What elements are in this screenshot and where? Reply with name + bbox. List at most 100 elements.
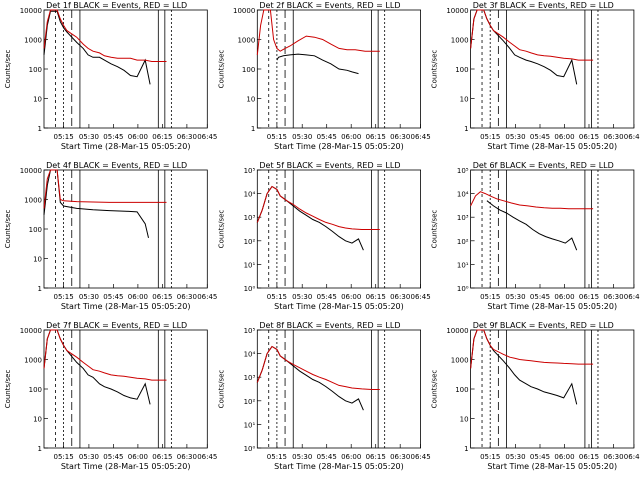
events-series-line: [43, 169, 149, 239]
y-axis-label: Counts/sec: [4, 370, 12, 409]
y-tick-label: 100: [29, 386, 42, 394]
x-tick-label: 06:00: [341, 453, 361, 461]
y-tick-label: 10¹: [244, 261, 256, 269]
y-tick-label: 10⁰: [244, 285, 256, 293]
y-tick-label: 10²: [244, 238, 256, 246]
y-tick-label: 10²: [457, 238, 469, 246]
lld-series-line: [256, 9, 380, 55]
x-axis-label: Start Time (28-Mar-15 05:05:20): [61, 302, 191, 311]
x-tick-label: 06:45: [624, 133, 640, 141]
lld-series-line: [43, 169, 167, 209]
x-tick-label: 06:45: [624, 293, 640, 301]
y-tick-label: 1000: [24, 37, 42, 45]
x-tick-label: 05:15: [267, 453, 287, 461]
x-tick-label: 06:45: [624, 453, 640, 461]
chart-title: Det 9f BLACK = Events, RED = LLD: [473, 321, 614, 330]
y-tick-label: 1000: [451, 357, 469, 365]
events-series-line: [470, 329, 578, 405]
x-tick-label: 05:15: [267, 133, 287, 141]
y-tick-label: 1: [464, 445, 468, 453]
y-tick-label: 100: [242, 66, 255, 74]
y-axis-label: Counts/sec: [4, 50, 12, 89]
y-tick-label: 10000: [20, 7, 42, 15]
x-tick-label: 06:00: [341, 133, 361, 141]
plot-frame: [43, 169, 208, 289]
lld-series-line: [43, 329, 167, 381]
x-tick-label: 06:30: [603, 453, 623, 461]
x-tick-label: 05:30: [79, 293, 99, 301]
x-tick-label: 06:30: [603, 133, 623, 141]
chart-title: Det 5f BLACK = Events, RED = LLD: [259, 161, 400, 170]
events-series-line: [276, 53, 359, 75]
events-series-line: [43, 329, 151, 405]
x-tick-label: 05:30: [79, 453, 99, 461]
x-tick-label: 06:00: [128, 453, 148, 461]
events-series-line: [256, 345, 364, 411]
x-tick-label: 06:00: [554, 453, 574, 461]
y-tick-label: 1000: [237, 37, 255, 45]
y-tick-label: 10: [460, 96, 469, 104]
x-tick-label: 06:30: [177, 133, 197, 141]
chart-title: Det 1f BLACK = Events, RED = LLD: [46, 1, 187, 10]
x-tick-label: 06:00: [341, 293, 361, 301]
x-tick-label: 05:30: [79, 133, 99, 141]
x-tick-label: 06:15: [152, 293, 172, 301]
chart-title: Det 4f BLACK = Events, RED = LLD: [46, 161, 187, 170]
events-series-line: [43, 10, 151, 85]
y-tick-label: 100: [29, 226, 42, 234]
y-tick-label: 1: [38, 285, 42, 293]
y-tick-label: 10: [33, 256, 42, 264]
chart-title: Det 3f BLACK = Events, RED = LLD: [473, 1, 614, 10]
x-tick-label: 06:15: [152, 133, 172, 141]
y-axis-label: Counts/sec: [431, 50, 439, 89]
plot-frame: [43, 329, 208, 449]
x-tick-label: 06:15: [579, 453, 599, 461]
x-tick-label: 06:45: [411, 453, 431, 461]
x-axis-label: Start Time (28-Mar-15 05:05:20): [274, 302, 404, 311]
x-tick-label: 05:15: [54, 133, 74, 141]
x-tick-label: 05:15: [54, 453, 74, 461]
x-tick-label: 06:15: [152, 453, 172, 461]
lld-series-line: [256, 185, 380, 230]
x-tick-label: 06:15: [366, 453, 386, 461]
y-tick-label: 10³: [244, 214, 256, 222]
plot-frame: [470, 329, 635, 449]
y-tick-label: 10: [246, 96, 255, 104]
x-tick-label: 05:15: [267, 293, 287, 301]
lld-series-line: [470, 9, 594, 61]
chart-title: Det 8f BLACK = Events, RED = LLD: [259, 321, 400, 330]
y-tick-label: 1: [251, 125, 255, 133]
events-series-line: [486, 200, 578, 251]
y-tick-label: 10⁰: [457, 285, 469, 293]
events-series-line: [470, 9, 578, 85]
plot-frame: [470, 9, 635, 129]
x-axis-label: Start Time (28-Mar-15 05:05:20): [61, 462, 191, 471]
x-tick-label: 06:30: [177, 453, 197, 461]
x-tick-label: 05:45: [317, 453, 337, 461]
plot-frame: [470, 169, 635, 289]
y-tick-label: 1000: [24, 197, 42, 205]
lld-series-line: [470, 329, 594, 369]
lld-series-line: [470, 191, 594, 210]
x-tick-label: 05:15: [480, 133, 500, 141]
x-tick-label: 05:45: [103, 133, 123, 141]
x-axis-label: Start Time (28-Mar-15 05:05:20): [487, 142, 617, 151]
x-tick-label: 05:45: [530, 133, 550, 141]
x-axis-label: Start Time (28-Mar-15 05:05:20): [487, 302, 617, 311]
y-tick-label: 10³: [457, 214, 469, 222]
x-tick-label: 06:00: [128, 293, 148, 301]
x-axis-label: Start Time (28-Mar-15 05:05:20): [487, 462, 617, 471]
x-tick-label: 05:30: [292, 293, 312, 301]
x-tick-label: 05:45: [103, 453, 123, 461]
y-axis-label: Counts/sec: [431, 210, 439, 249]
y-axis-label: Counts/sec: [217, 370, 225, 409]
chart-title: Det 6f BLACK = Events, RED = LLD: [473, 161, 614, 170]
x-tick-label: 06:00: [554, 133, 574, 141]
y-tick-label: 10000: [446, 327, 468, 335]
x-tick-label: 06:15: [579, 293, 599, 301]
y-tick-label: 10¹: [457, 261, 469, 269]
x-tick-label: 06:30: [390, 453, 410, 461]
y-tick-label: 1: [38, 125, 42, 133]
x-tick-label: 06:30: [390, 133, 410, 141]
